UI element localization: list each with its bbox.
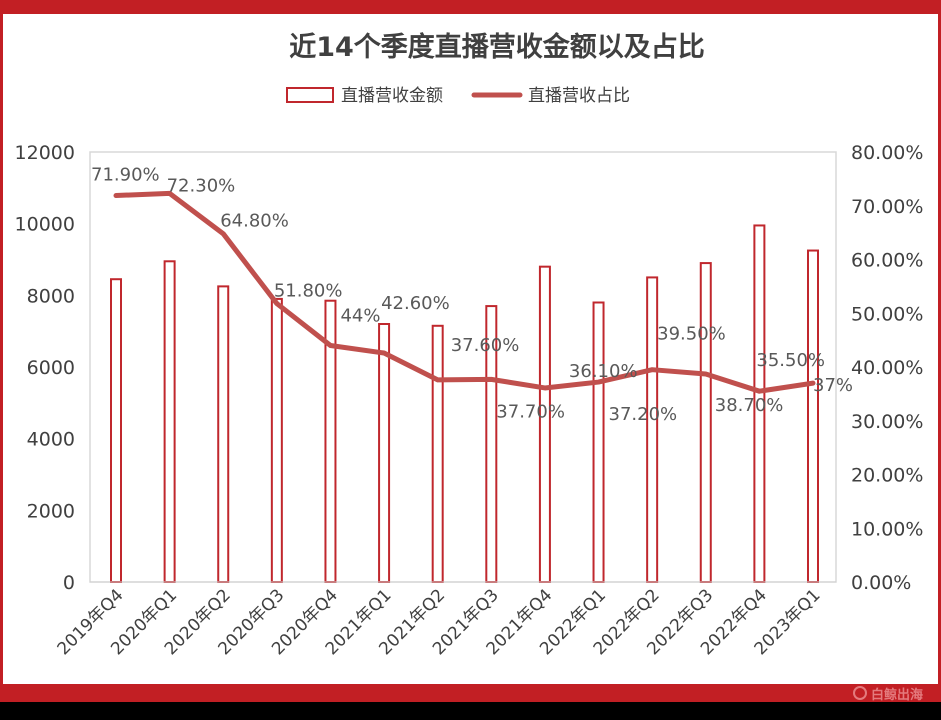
legend-bar-label: 直播营收金额 (341, 86, 443, 106)
y-right-tick-label: 30.00% (851, 411, 923, 433)
bar (217, 285, 230, 583)
line-data-label: 38.70% (715, 395, 784, 416)
line-data-label: 44% (340, 306, 380, 327)
chart-title: 近14个季度直播营收金额以及占比 (289, 31, 705, 63)
right-frame-bar (938, 14, 941, 684)
x-axis: 2019年Q42020年Q12020年Q22020年Q32020年Q42021年… (54, 585, 825, 659)
legend-line-label: 直播营收占比 (528, 86, 630, 106)
y-left-tick-label: 8000 (27, 285, 75, 307)
left-axis: 0 2000 4000 6000 8000 10000 12000 (15, 142, 75, 594)
line-series (113, 190, 816, 394)
y-right-tick-label: 20.00% (851, 465, 923, 487)
line-data-label: 72.30% (167, 175, 236, 196)
bar (378, 323, 391, 583)
bottom-frame-bar (0, 684, 941, 702)
line-data-label: 37.20% (609, 404, 678, 425)
watermark-text: 白鲸出海 (870, 687, 923, 703)
y-left-tick-label: 12000 (15, 142, 75, 164)
bar (646, 276, 659, 583)
share-line (113, 190, 816, 394)
bar (807, 249, 819, 584)
bar (270, 297, 283, 583)
bar (699, 262, 712, 583)
y-right-tick-label: 50.00% (851, 303, 923, 325)
y-right-tick-label: 40.00% (851, 357, 923, 379)
y-right-tick-label: 0.00% (851, 572, 911, 594)
line-data-label: 37.70% (496, 401, 565, 422)
y-left-tick-label: 6000 (27, 357, 75, 379)
line-data-label: 42.60% (381, 293, 450, 314)
bar (163, 260, 176, 583)
line-data-label: 51.80% (274, 281, 343, 302)
y-left-tick-label: 0 (63, 572, 75, 594)
y-left-tick-label: 10000 (15, 214, 75, 236)
line-data-label: 39.50% (657, 324, 726, 345)
legend: 直播营收金额 直播营收占比 (286, 86, 630, 106)
line-data-label: 35.50% (756, 350, 825, 371)
bar (592, 301, 605, 583)
bar (110, 278, 122, 583)
legend-bar-swatch (286, 87, 334, 103)
bottom-black-strip (0, 702, 941, 720)
line-data-label: 36.10% (569, 361, 638, 382)
top-frame-bar (0, 0, 941, 14)
line-data-label: 64.80% (220, 211, 289, 232)
left-frame-bar (0, 14, 3, 684)
y-right-tick-label: 80.00% (851, 142, 923, 164)
y-left-tick-label: 4000 (27, 429, 75, 451)
bar (538, 265, 551, 583)
watermark-logo-icon (852, 686, 867, 700)
line-data-label: 71.90% (91, 165, 160, 186)
line-data-label: 37% (813, 375, 853, 396)
y-right-tick-label: 60.00% (851, 250, 923, 272)
bar (431, 324, 444, 583)
watermark: 白鲸出海 (852, 683, 923, 703)
right-axis: 0.00% 10.00% 20.00% 30.00% 40.00% 50.00% 60.00… (851, 142, 923, 594)
y-left-tick-label: 2000 (27, 500, 75, 522)
line-data-label: 37.60% (451, 335, 520, 356)
line-data-labels: 71.90% 72.30% 64.80% 51.80% 44%42.60%37.60% 3… (91, 165, 853, 426)
y-right-tick-label: 70.00% (851, 196, 923, 218)
y-right-tick-label: 10.00% (851, 518, 923, 540)
